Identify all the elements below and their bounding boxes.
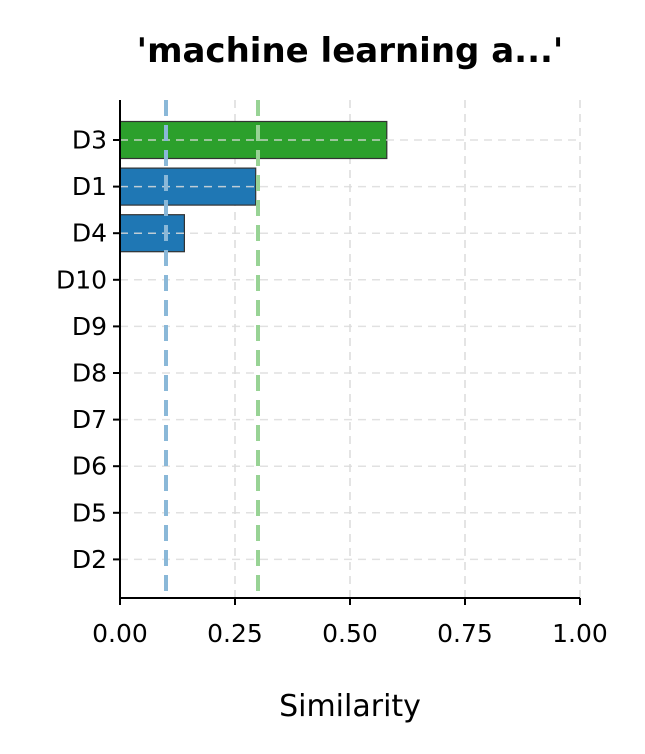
x-axis-label: Similarity xyxy=(279,689,421,724)
y-tick-label: D9 xyxy=(72,312,107,341)
chart-title: 'machine learning a...' xyxy=(137,31,564,71)
y-tick-label: D2 xyxy=(72,545,107,574)
y-tick-label: D3 xyxy=(72,126,107,155)
x-tick-label: 0.00 xyxy=(92,619,148,648)
y-tick-label: D4 xyxy=(72,219,107,248)
y-tick-label: D5 xyxy=(72,498,107,527)
y-tick-label: D10 xyxy=(56,265,107,294)
y-tick-label: D8 xyxy=(72,359,107,388)
x-tick-label: 0.50 xyxy=(322,619,378,648)
x-tick-label: 0.25 xyxy=(207,619,263,648)
x-tick-label: 0.75 xyxy=(437,619,493,648)
x-tick-label: 1.00 xyxy=(552,619,608,648)
axes: D3 D1 D4 D10 D9 D8 D7 D6 D5 D2 0.00 0.25 0.50 0.75 1.0… xyxy=(56,100,608,648)
y-tick-label: D6 xyxy=(72,452,107,481)
reference-lines xyxy=(164,100,260,598)
y-tick-label: D1 xyxy=(72,172,107,201)
y-tick-label: D7 xyxy=(72,405,107,434)
